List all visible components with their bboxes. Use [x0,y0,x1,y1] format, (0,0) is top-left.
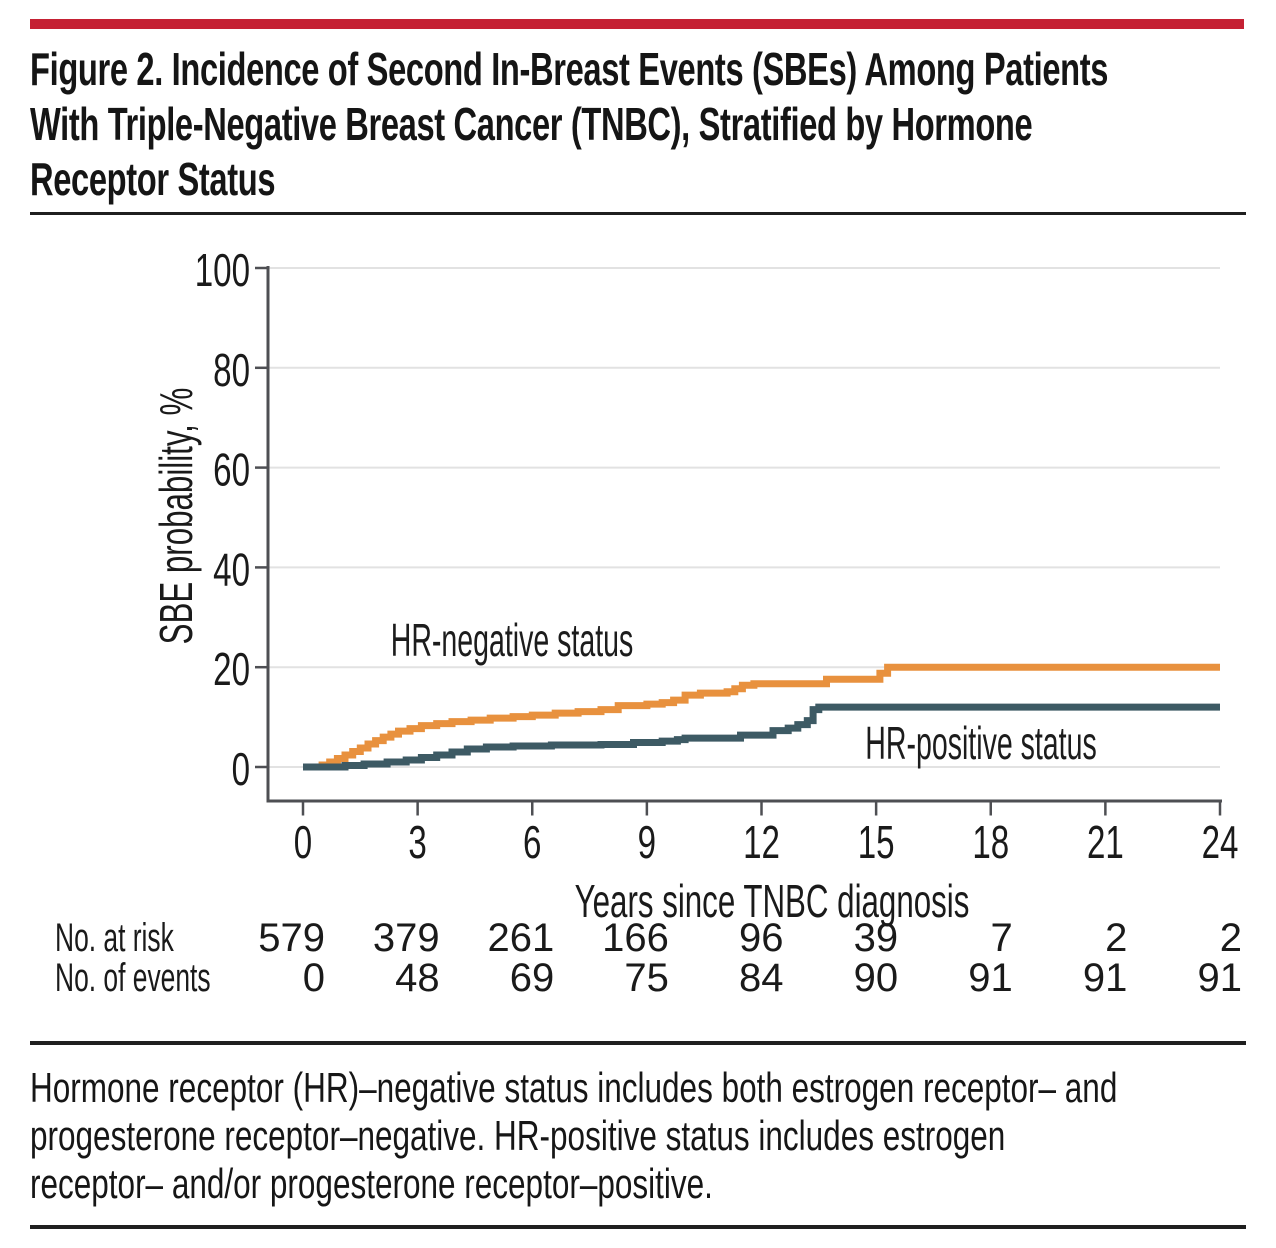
events-count-year-24: 91 [1197,956,1243,1000]
events-count-year-15: 90 [853,956,899,1000]
risk-row-label: No. at risk [55,916,174,960]
caption-line-2: progesterone receptor–negative. HR-posit… [30,1112,1006,1159]
x-axis-title: Years since TNBC diagnosis [574,875,970,927]
figure-title: Figure 2. Incidence of Second In-Breast … [30,42,1108,207]
y-tick-label-0: 0 [232,745,250,795]
at-risk-count-year-18: 7 [990,916,1013,960]
y-tick-label-20: 20 [213,645,250,695]
x-tick-label-3: 3 [408,818,426,868]
x-tick-label-12: 12 [743,818,780,868]
figure-title-line-3: Receptor Status [30,153,276,205]
caption-line-3: receptor– and/or progesterone receptor–p… [30,1160,713,1207]
events-count-year-18: 91 [968,956,1013,1000]
y-axis-title: SBE probability, % [150,387,202,645]
at-risk-count-year-24: 2 [1219,916,1242,960]
events-count-year-9: 75 [624,956,669,1000]
series-label-hr-positive: HR-positive status [865,717,1097,769]
y-tick-label-80: 80 [213,346,250,396]
x-tick-label-18: 18 [972,818,1009,868]
accent-bar [30,19,1244,29]
y-tick-label-100: 100 [195,246,250,296]
events-count-year-12: 84 [739,956,784,1000]
figure-caption: Hormone receptor (HR)–negative status in… [30,1064,1117,1208]
at-risk-count-year-6: 261 [487,916,555,960]
x-tick-label-21: 21 [1087,818,1124,868]
events-count-year-3: 48 [395,956,440,1000]
at-risk-count-year-3: 379 [372,916,440,960]
y-tick-label-40: 40 [213,545,250,595]
at-risk-count-year-12: 96 [739,916,784,960]
figure-title-line-2: With Triple-Negative Breast Cancer (TNBC… [30,98,1033,150]
series-label-hr-negative: HR-negative status [390,614,634,666]
at-risk-count-year-9: 166 [602,916,669,960]
y-tick-label-60: 60 [213,445,250,495]
caption-divider-bottom [30,1225,1246,1229]
events-count-year-0: 0 [302,956,325,1000]
x-tick-label-9: 9 [638,818,656,868]
events-row-label: No. of events [55,956,211,1000]
at-risk-count-year-15: 39 [853,916,899,960]
at-risk-count-year-21: 2 [1105,916,1128,960]
caption-divider-top [30,1041,1246,1045]
title-divider [30,212,1246,215]
at-risk-count-year-0: 579 [258,916,325,960]
events-count-year-6: 69 [509,956,555,1000]
figure-title-line-1: Figure 2. Incidence of Second In-Breast … [30,43,1109,95]
x-tick-label-24: 24 [1202,818,1239,868]
x-tick-label-0: 0 [294,818,312,868]
x-tick-label-15: 15 [858,818,895,868]
x-tick-label-6: 6 [523,818,541,868]
events-count-year-21: 91 [1082,956,1128,1000]
curve-hr-positive [303,703,1220,771]
caption-line-1: Hormone receptor (HR)–negative status in… [30,1064,1118,1111]
curve-hr-negative [303,663,1220,771]
